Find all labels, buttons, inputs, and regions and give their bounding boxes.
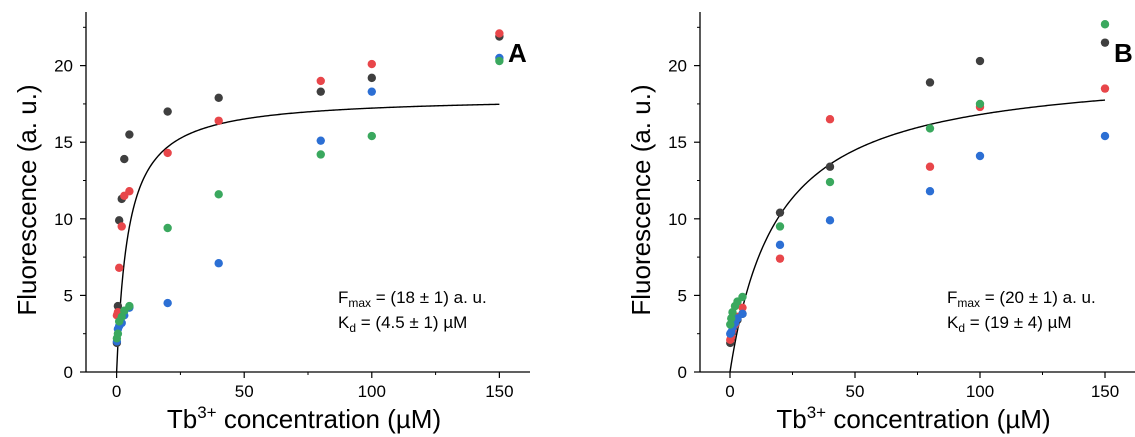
data-point-black [1100, 38, 1110, 47]
x-axis-title-prefix: Tb [167, 404, 197, 434]
x-tick-label: 150 [485, 382, 513, 401]
x-tick-label: 50 [846, 382, 865, 401]
panel-b: 0 50 100 150 0 5 10 15 20 Tb3+ concentration (µM)… [626, 12, 1135, 434]
data-point-blue [1100, 131, 1110, 141]
data-point-red [925, 162, 935, 171]
y-axis-title: Fluorescence (a. u.) [12, 84, 42, 315]
fit-curve [729, 99, 1106, 373]
series-black [112, 32, 504, 348]
data-point-red [125, 187, 134, 196]
x-tick-label: 100 [966, 382, 994, 401]
data-point-black [120, 154, 129, 164]
y-tick-label: 20 [668, 57, 687, 76]
data-point-red [825, 115, 835, 124]
data-point-red [495, 29, 504, 38]
data-point-blue [367, 87, 376, 96]
series-green [112, 56, 504, 343]
y-tick-label: 5 [64, 286, 73, 305]
data-point-blue [825, 216, 835, 225]
y-tick-label: 10 [668, 210, 687, 229]
data-point-green [163, 223, 172, 233]
y-tick-label: 0 [64, 363, 73, 382]
data-point-red [163, 148, 172, 158]
data-point-black [125, 130, 134, 139]
data-point-red [738, 303, 747, 312]
data-point-blue [214, 259, 223, 268]
data-point-green [925, 124, 935, 133]
data-point-blue [738, 309, 747, 318]
data-point-red [316, 76, 325, 86]
x-axis-title: Tb3+ concentration (µM) [167, 403, 441, 434]
data-point-black [367, 73, 376, 83]
data-point-black [113, 301, 123, 311]
data-point-red [114, 263, 124, 273]
data-point-green [775, 222, 785, 231]
data-point-green [113, 329, 123, 338]
data-point-green [316, 150, 325, 159]
x-tick-label: 0 [725, 382, 734, 401]
data-point-green [975, 99, 985, 109]
data-point-green [738, 292, 747, 302]
data-point-black [825, 162, 835, 171]
data-point-green [125, 301, 134, 311]
y-tick-label: 15 [54, 133, 73, 152]
panel-label: A [508, 38, 527, 68]
data-point-blue [775, 240, 785, 250]
data-point-green [214, 190, 223, 199]
fmax-annotation: Fmax = (20 ± 1) a. u. [947, 288, 1096, 310]
x-axis-title-prefix: Tb [776, 404, 806, 434]
y-tick-label: 15 [668, 133, 687, 152]
data-point-black [163, 107, 172, 116]
data-point-black [975, 56, 985, 66]
data-point-red [117, 222, 126, 231]
data-point-green [1100, 20, 1110, 29]
x-tick-label: 100 [358, 382, 386, 401]
series-red [112, 29, 504, 320]
fmax-annotation: Fmax = (18 ± 1) a. u. [338, 288, 487, 310]
series-green [726, 20, 1110, 329]
data-point-blue [975, 151, 985, 161]
x-axis-title-superscript: 3+ [197, 403, 216, 422]
y-tick-label: 5 [678, 286, 687, 305]
fit-curve [115, 103, 500, 373]
y-tick-label: 10 [54, 210, 73, 229]
data-point-black [214, 93, 223, 102]
panel-label: B [1114, 38, 1133, 68]
kd-annotation: Kd = (19 ± 4) µM [947, 313, 1072, 335]
panel-a: 0 50 100 150 0 5 10 15 20 Tb3+ concentration (µM)… [12, 12, 530, 434]
x-axis-title-suffix: concentration (µM) [217, 404, 442, 434]
data-point-red [367, 59, 376, 69]
data-point-red [214, 116, 223, 125]
data-point-blue [316, 136, 325, 145]
data-point-green [495, 56, 504, 66]
data-point-blue [163, 298, 172, 308]
x-tick-label: 0 [112, 382, 121, 401]
y-tick-label: 20 [54, 57, 73, 76]
x-axis-title: Tb3+ concentration (µM) [776, 403, 1050, 434]
x-axis-title-superscript: 3+ [807, 403, 826, 422]
y-axis-title: Fluorescence (a. u.) [626, 84, 656, 315]
data-point-black [775, 208, 785, 217]
x-tick-label: 150 [1091, 382, 1119, 401]
kd-annotation: Kd = (4.5 ± 1) µM [338, 313, 467, 335]
x-axis-title-suffix: concentration (µM) [826, 404, 1051, 434]
data-point-green [825, 177, 835, 187]
data-point-green [367, 131, 376, 141]
x-tick-label: 50 [235, 382, 254, 401]
data-point-blue [925, 187, 935, 196]
y-tick-label: 0 [678, 363, 687, 382]
data-point-black [925, 78, 935, 87]
data-point-black [316, 87, 325, 96]
data-point-red [1100, 84, 1110, 93]
data-point-red [775, 254, 785, 263]
